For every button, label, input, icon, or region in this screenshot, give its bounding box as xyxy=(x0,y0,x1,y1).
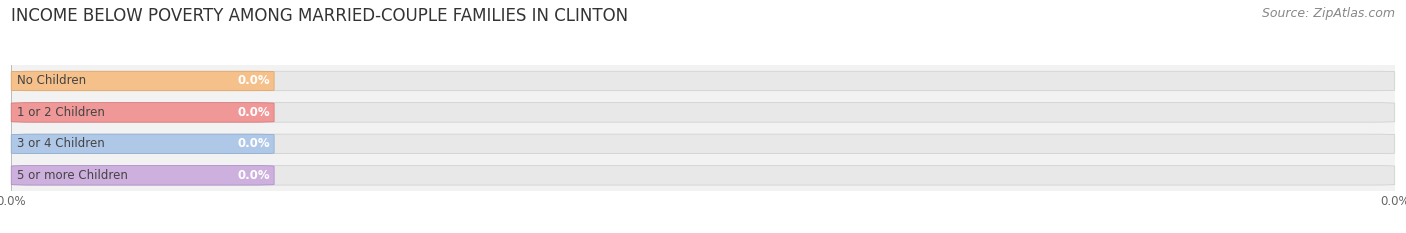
Text: 1 or 2 Children: 1 or 2 Children xyxy=(17,106,104,119)
Text: 0.0%: 0.0% xyxy=(238,169,270,182)
FancyBboxPatch shape xyxy=(11,166,274,185)
Text: 5 or more Children: 5 or more Children xyxy=(17,169,128,182)
Text: 3 or 4 Children: 3 or 4 Children xyxy=(17,137,104,150)
FancyBboxPatch shape xyxy=(11,71,1395,91)
FancyBboxPatch shape xyxy=(11,134,274,154)
Text: 0.0%: 0.0% xyxy=(238,137,270,150)
Text: 0.0%: 0.0% xyxy=(238,106,270,119)
FancyBboxPatch shape xyxy=(11,134,1395,154)
Text: INCOME BELOW POVERTY AMONG MARRIED-COUPLE FAMILIES IN CLINTON: INCOME BELOW POVERTY AMONG MARRIED-COUPL… xyxy=(11,7,628,25)
FancyBboxPatch shape xyxy=(11,103,1395,122)
FancyBboxPatch shape xyxy=(11,71,274,91)
FancyBboxPatch shape xyxy=(11,103,274,122)
Text: No Children: No Children xyxy=(17,75,86,87)
FancyBboxPatch shape xyxy=(11,166,1395,185)
Text: 0.0%: 0.0% xyxy=(238,75,270,87)
Text: Source: ZipAtlas.com: Source: ZipAtlas.com xyxy=(1261,7,1395,20)
